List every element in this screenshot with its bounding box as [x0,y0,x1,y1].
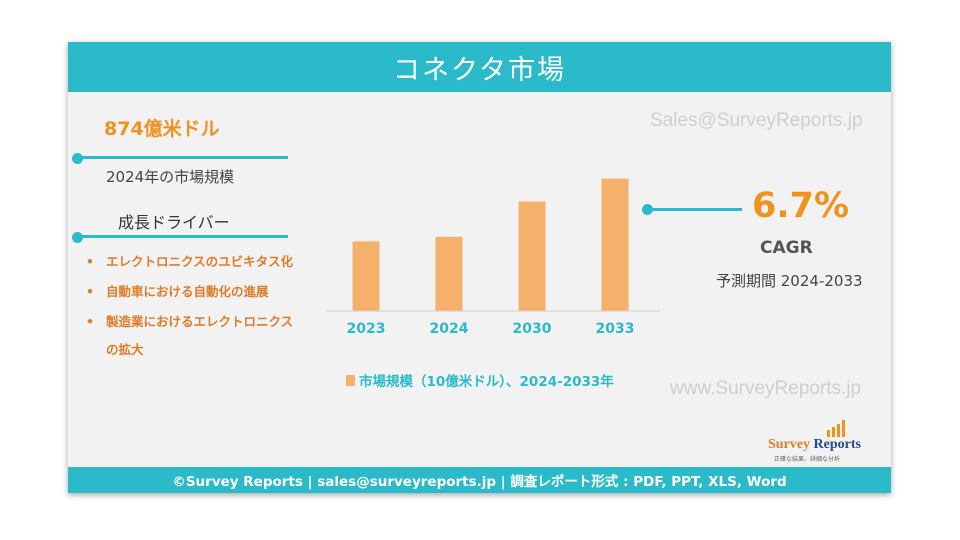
infographic-card: コネクタ市場 874億米ドル 2024年の市場規模 成長ドライバー • エレクトロ… [68,42,891,493]
x-tick-label: 2033 [596,321,635,337]
cagr-label: CAGR [760,238,813,258]
market-size-value: 874億米ドル [104,118,220,140]
bar-chart-icon [827,420,845,437]
footer-text: ©Survey Reports | sales@surveyreports.jp… [172,474,787,490]
page-title: コネクタ市場 [393,54,566,86]
bullet-icon: • [86,284,94,299]
survey-reports-logo: Survey Reports 正確な結果、詳細な分析 [760,418,880,464]
x-tick-label: 2023 [347,321,386,337]
bar-2024 [435,236,463,311]
logo-tagline: 正確な結果、詳細な分析 [774,456,841,463]
list-item: • 自動車における自動化の進展 [84,278,304,306]
watermark-email: Sales@SurveyReports.jp [650,110,863,131]
list-item: • エレクトロニクスのユビキタス化 [84,248,304,276]
market-size-label: 2024年の市場規模 [106,168,235,186]
bullet-icon: • [86,254,94,269]
drivers-list: • エレクトロニクスのユビキタス化 • 自動車における自動化の進展 • 製造業における… [84,248,304,366]
chart-legend: 市場規模（10億米ドル）、2024-2033年 [346,370,614,390]
legend-swatch [346,374,355,386]
drivers-title: 成長ドライバー [118,213,230,232]
legend-label: 市場規模（10億米ドル）、2024-2033年 [359,374,614,390]
bar-2023 [352,241,380,311]
connector-dot [642,204,653,215]
watermark-url: www.SurveyReports.jp [670,378,862,399]
cagr-value: 6.7% [752,186,850,226]
title-bar: コネクタ市場 [68,42,891,92]
x-tick-label: 2024 [430,321,469,337]
bar-2033 [601,178,629,311]
forecast-period: 予測期間 2024-2033 [716,272,863,290]
divider-line [76,156,288,159]
connector-line [650,208,742,211]
bullet-icon: • [86,314,94,329]
logo-name: Survey Reports [768,437,861,452]
list-item: • 製造業におけるエレクトロニクスの拡大 [84,308,304,364]
divider-line [76,235,288,238]
bar-chart: 2023 2024 2030 2033 [326,178,660,337]
footer-bar: ©Survey Reports | sales@surveyreports.jp… [68,467,891,493]
bar-2030 [518,201,546,311]
x-tick-label: 2030 [513,321,552,337]
